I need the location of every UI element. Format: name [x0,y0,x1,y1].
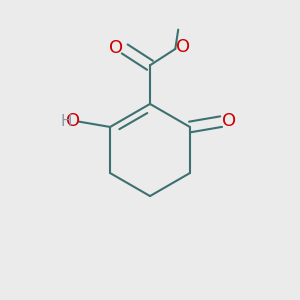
Text: O: O [110,39,124,57]
Text: O: O [176,38,190,56]
Text: O: O [67,112,81,130]
Text: H: H [60,113,72,128]
Text: O: O [222,112,236,130]
